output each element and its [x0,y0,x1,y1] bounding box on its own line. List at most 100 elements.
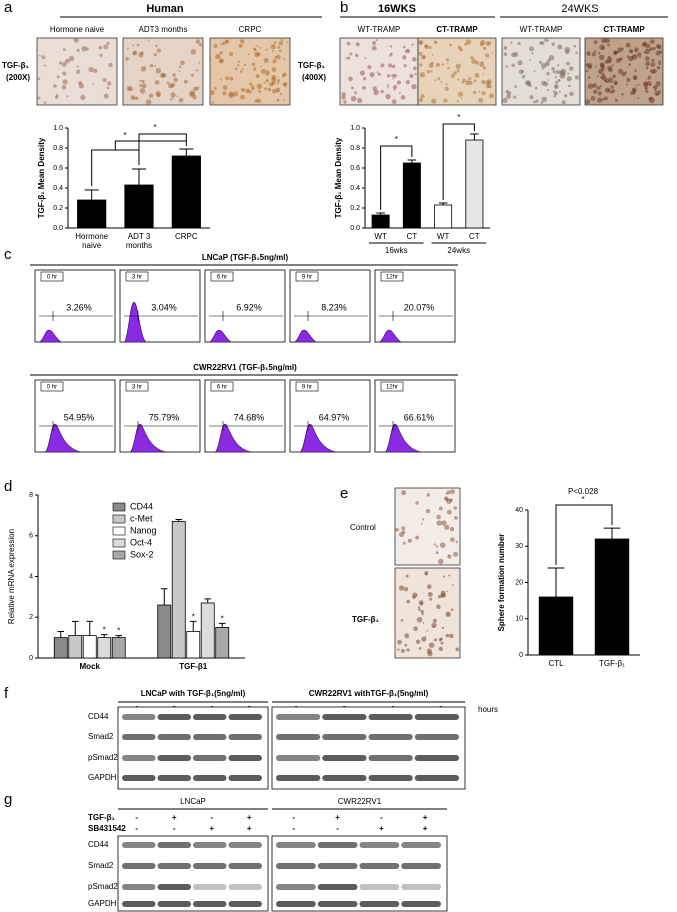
cell [585,69,589,73]
blot-band [414,775,459,781]
cell [479,61,485,67]
cell [234,67,238,71]
bar [157,604,172,659]
blot-band [193,842,227,848]
cell [428,45,432,49]
cell [482,73,484,75]
legend-swatch [112,502,126,512]
cell [546,39,550,42]
cell [427,591,433,597]
cell [658,92,661,95]
cell [426,648,432,654]
cell [444,86,449,91]
blot-band [276,863,316,869]
time-box [380,381,404,392]
y-tick-label: 1.0 [53,125,63,132]
blot-band [359,884,400,890]
cell [426,493,431,497]
cell [553,95,557,98]
cell [171,82,176,87]
cell [372,41,376,45]
cell [386,74,391,78]
cell [444,524,450,530]
cell [553,84,559,90]
legend-swatch [112,550,126,560]
cell [654,88,657,92]
cell [362,85,366,90]
cell [613,80,618,85]
error-bar [204,598,211,603]
y-tick-label: 0.2 [53,205,63,212]
micrograph [209,37,291,106]
cell [400,618,404,622]
cell [213,86,217,90]
cell [264,87,267,91]
cell [411,57,417,62]
cell [602,76,608,82]
cell [503,46,508,50]
blot-band [368,714,413,720]
cell [555,70,560,75]
cell [607,43,610,47]
cell [569,91,574,97]
bar [124,184,154,229]
error-bar [84,189,99,200]
cell [402,55,407,60]
cell [156,93,161,97]
cell [450,489,455,495]
cell [552,70,556,74]
cell [240,87,246,93]
annotation: * [581,495,584,504]
cell [436,520,442,526]
blot-band [122,884,156,890]
cell [239,70,243,73]
cell [141,79,145,84]
cell [529,95,534,100]
cell [446,62,449,65]
x-tick-label: CRPC [175,232,198,241]
x-tick-label: naive [82,241,102,250]
time-box [40,381,64,392]
cell [78,83,84,89]
cell [599,85,602,88]
cell [418,97,423,103]
y-tick-label: 0.6 [53,165,63,172]
cell [389,45,393,48]
blot-band [317,884,358,890]
cell [56,75,60,79]
treatment-sign: - [210,813,213,822]
cell [73,37,79,43]
y-tick-label: 0.6 [350,165,360,172]
cell [657,61,662,66]
histogram-peak [44,423,82,453]
error-bar [218,622,226,628]
cell [592,89,598,94]
blot-band [322,755,367,761]
cell [472,90,477,94]
cell [380,89,384,94]
time-box [380,271,404,282]
blot-band [276,775,321,781]
cell [232,91,238,97]
x-tick-label: ADT 3 [128,232,151,241]
blot-band [317,901,358,907]
cell [192,95,197,100]
blot-title: CWR22RV1 withTGF-β₁(5ng/ml) [309,689,429,698]
cell [354,91,358,95]
histogram-frame [374,379,456,453]
cell [273,41,277,44]
cell [76,65,79,68]
cell [371,45,377,51]
cell [258,89,262,93]
cell [139,84,142,87]
cell [99,53,103,57]
cell [190,73,194,77]
cell [130,95,136,101]
cell [276,54,281,60]
cell [555,80,559,84]
cell [154,65,157,68]
y-tick-label: 4 [29,573,33,580]
cell [220,43,223,46]
cell [76,48,80,53]
cell [647,78,650,81]
